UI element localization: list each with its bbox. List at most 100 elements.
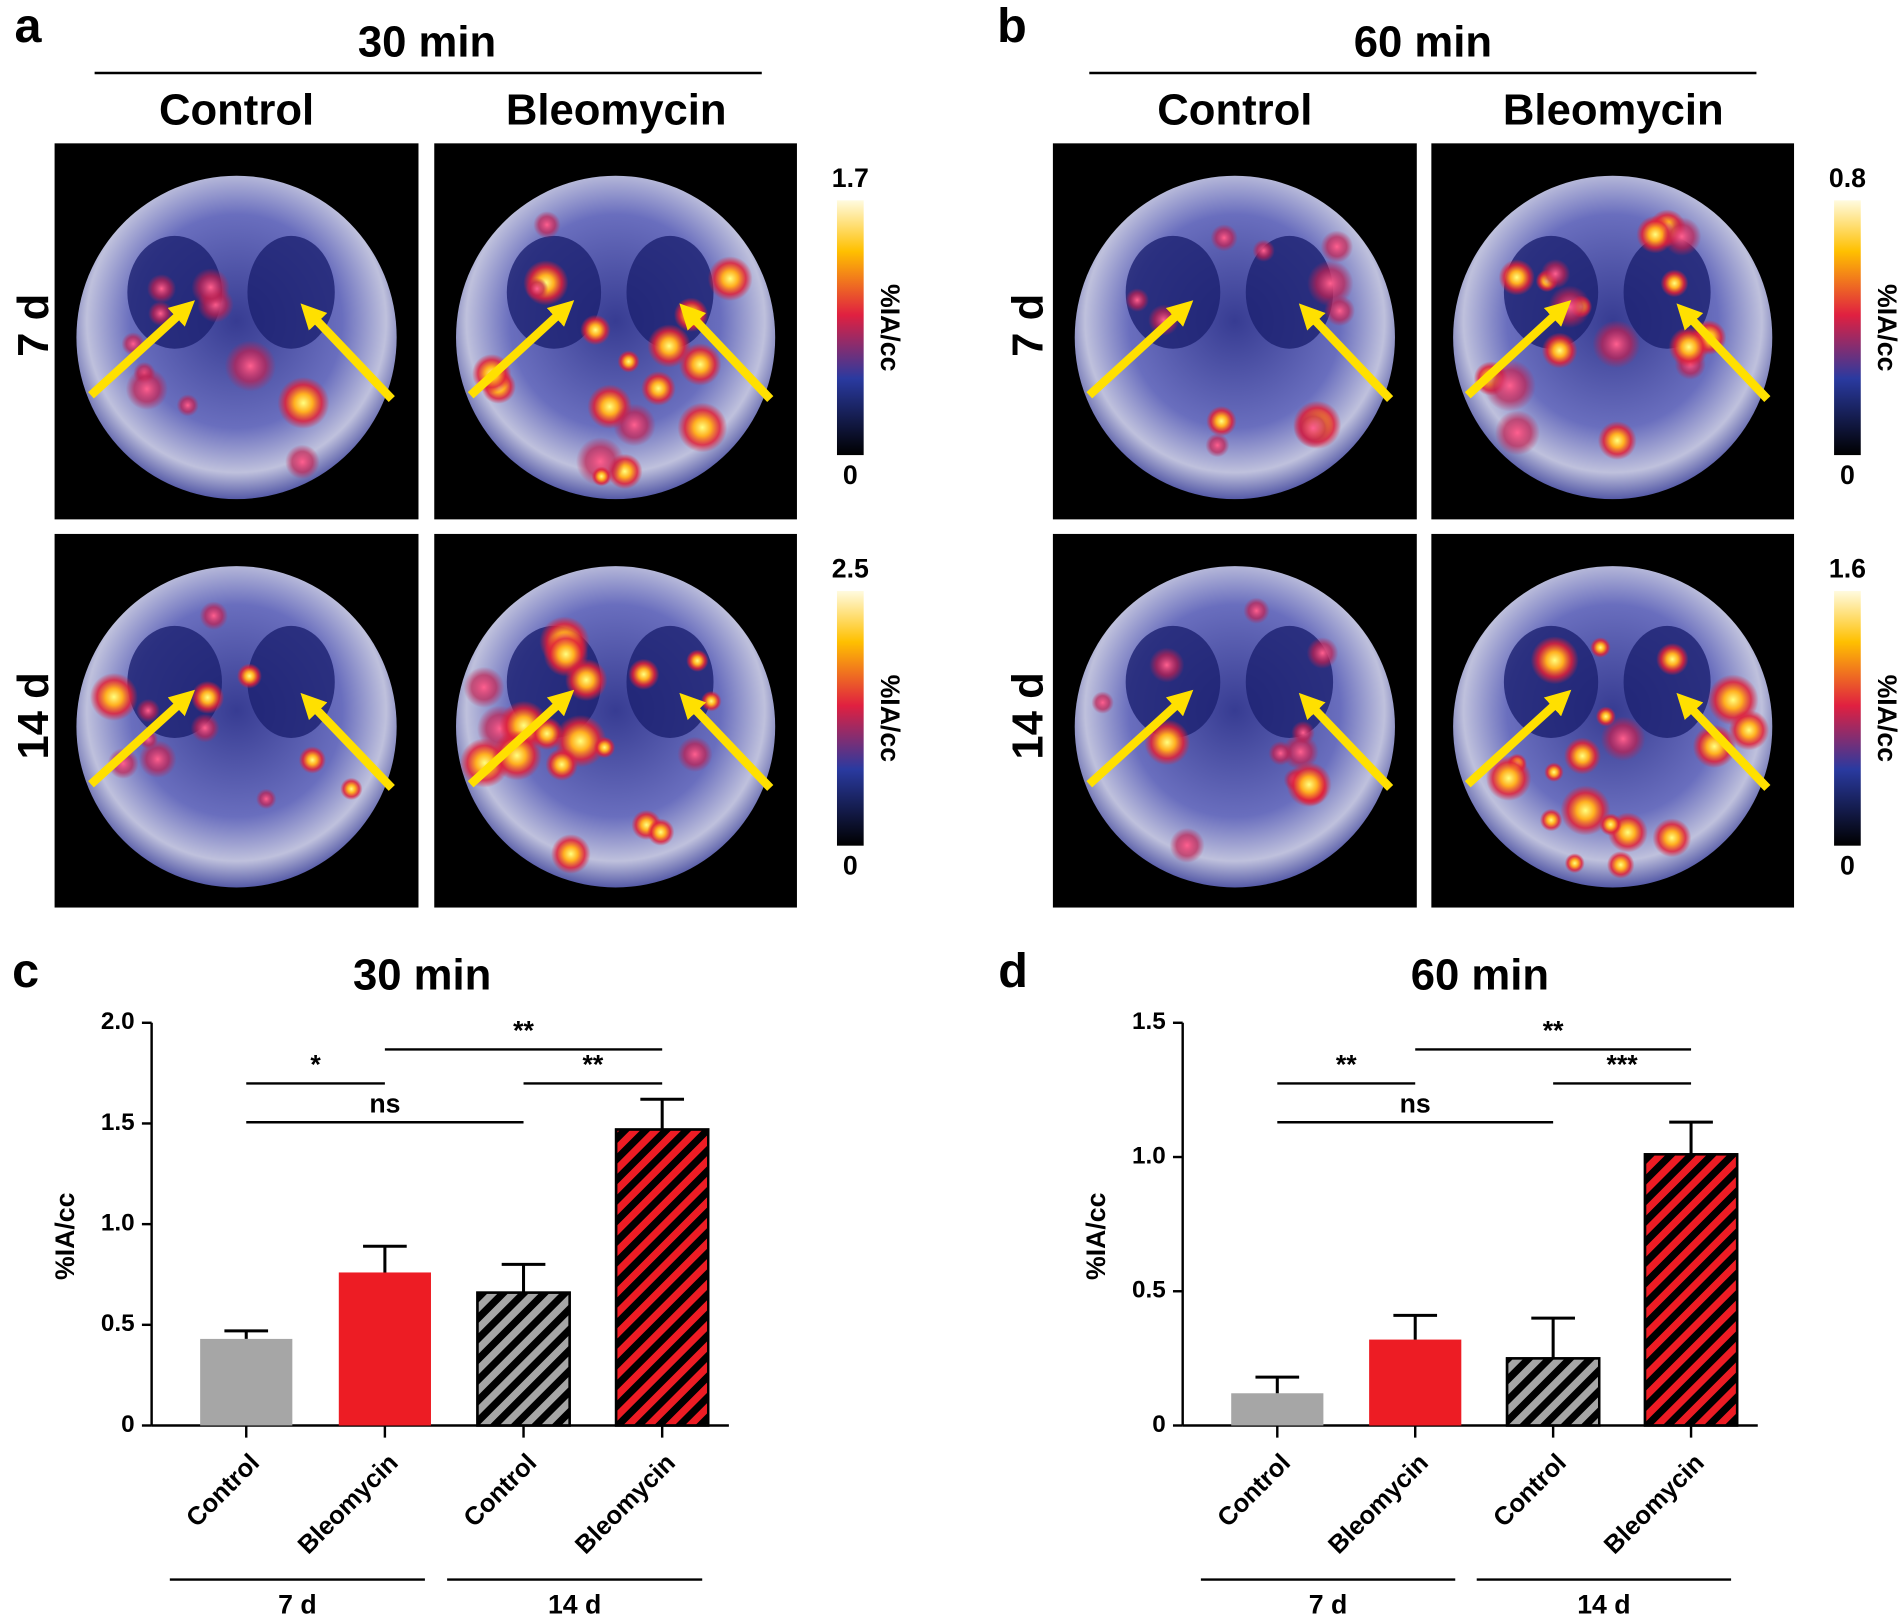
uptake-spot bbox=[1485, 755, 1532, 801]
uptake-spot bbox=[647, 324, 691, 368]
uptake-spot bbox=[1563, 737, 1601, 775]
uptake-spot bbox=[550, 834, 591, 874]
colorbar-max: 2.5 bbox=[832, 553, 869, 583]
colorbar-min: 0 bbox=[843, 851, 858, 881]
x-tick-label: Bleomycin bbox=[1323, 1449, 1434, 1560]
uptake-spot bbox=[176, 394, 199, 417]
group-label: 14 d bbox=[1577, 1589, 1630, 1619]
uptake-spot bbox=[1125, 288, 1149, 312]
uptake-spot bbox=[236, 663, 262, 689]
uptake-spot bbox=[199, 601, 229, 630]
group-label: 7 d bbox=[1309, 1589, 1348, 1619]
uptake-spot bbox=[1564, 853, 1585, 874]
x-tick-label: Bleomycin bbox=[293, 1449, 404, 1560]
pet-image bbox=[54, 143, 419, 520]
uptake-spot bbox=[1530, 636, 1579, 685]
error-bar bbox=[224, 1329, 269, 1339]
uptake-spot bbox=[628, 658, 660, 690]
column-label: Bleomycin bbox=[1503, 86, 1724, 135]
colorbar-max: 1.7 bbox=[832, 163, 869, 193]
colorbar-min: 0 bbox=[1840, 851, 1855, 881]
arrow bbox=[88, 300, 195, 399]
uptake-spot bbox=[1597, 421, 1637, 460]
chart-title: 30 min bbox=[353, 950, 491, 999]
uptake-spot bbox=[285, 444, 320, 480]
arrow bbox=[679, 692, 774, 791]
uptake-spot bbox=[1652, 818, 1692, 858]
significance-label: ns bbox=[1400, 1088, 1431, 1118]
row-label: 14 d bbox=[9, 672, 58, 759]
column-label: Bleomycin bbox=[506, 86, 727, 135]
uptake-spot bbox=[224, 340, 277, 392]
panel-letter: a bbox=[15, 0, 43, 53]
uptake-spot bbox=[1286, 761, 1332, 808]
significance-label: *** bbox=[1607, 1049, 1639, 1079]
uptake-spot bbox=[1660, 269, 1689, 298]
bar bbox=[1231, 1393, 1324, 1426]
uptake-spot bbox=[1728, 709, 1770, 751]
y-tick-label: 0 bbox=[1152, 1411, 1166, 1438]
uptake-spot bbox=[565, 658, 608, 702]
arrow bbox=[1298, 303, 1394, 402]
bar bbox=[200, 1338, 293, 1426]
arrow bbox=[300, 692, 395, 791]
pet-image bbox=[1052, 143, 1417, 520]
arrow bbox=[467, 689, 575, 788]
uptake-spot bbox=[1149, 647, 1185, 683]
uptake-spot bbox=[1600, 716, 1646, 762]
y-tick-label: 2.0 bbox=[101, 1008, 135, 1035]
panel-title: 30 min bbox=[358, 18, 496, 67]
significance-label: ** bbox=[1336, 1049, 1357, 1079]
uptake-spot bbox=[298, 746, 327, 774]
y-tick-label: 1.5 bbox=[1132, 1008, 1166, 1035]
uptake-spot bbox=[678, 343, 722, 386]
uptake-spot bbox=[1282, 733, 1319, 771]
uptake-spot bbox=[146, 274, 177, 304]
uptake-spot bbox=[125, 367, 168, 411]
uptake-spot bbox=[1590, 637, 1611, 658]
uptake-spot bbox=[1668, 326, 1710, 368]
uptake-spot bbox=[1548, 285, 1591, 329]
uptake-spot bbox=[1595, 706, 1616, 727]
uptake-spot bbox=[1494, 410, 1540, 456]
colorbar-label: %IA/cc bbox=[875, 675, 905, 763]
uptake-spot bbox=[148, 301, 173, 326]
colorbar-label: %IA/cc bbox=[1872, 284, 1902, 372]
uptake-spot bbox=[707, 256, 753, 302]
error-bar bbox=[1669, 1120, 1713, 1155]
pet-image bbox=[1052, 533, 1417, 908]
y-tick-label: 0 bbox=[121, 1411, 135, 1438]
colorbar-max: 1.6 bbox=[1829, 553, 1866, 583]
uptake-spot bbox=[1544, 762, 1564, 782]
uptake-spot bbox=[1692, 724, 1737, 769]
uptake-spot bbox=[277, 377, 330, 429]
uptake-spot bbox=[138, 740, 177, 779]
column-label: Control bbox=[1157, 86, 1312, 135]
colorbar bbox=[836, 200, 864, 456]
pet-image bbox=[1431, 533, 1795, 908]
arrow bbox=[1086, 689, 1194, 788]
uptake-spot bbox=[1606, 851, 1635, 879]
significance-label: ** bbox=[582, 1049, 603, 1079]
uptake-spot bbox=[491, 730, 542, 781]
uptake-spot bbox=[1169, 827, 1205, 863]
uptake-spot bbox=[1662, 217, 1702, 256]
significance-label: ns bbox=[369, 1088, 400, 1118]
uptake-spot bbox=[190, 713, 220, 743]
uptake-spot bbox=[593, 736, 616, 759]
error-bar bbox=[501, 1262, 546, 1293]
x-tick-label: Bleomycin bbox=[570, 1449, 681, 1560]
uptake-spot bbox=[1306, 637, 1339, 669]
arrow bbox=[1086, 300, 1194, 399]
tissue bbox=[1074, 566, 1395, 888]
uptake-spot bbox=[525, 277, 549, 300]
arrow bbox=[1298, 692, 1394, 791]
x-tick-label: Control bbox=[1212, 1449, 1296, 1533]
uptake-spot bbox=[191, 680, 225, 715]
uptake-spot bbox=[89, 672, 138, 721]
uptake-spot bbox=[1210, 224, 1238, 252]
error-bar bbox=[1531, 1316, 1575, 1359]
uptake-spot bbox=[463, 666, 505, 708]
error-bar bbox=[363, 1244, 407, 1273]
